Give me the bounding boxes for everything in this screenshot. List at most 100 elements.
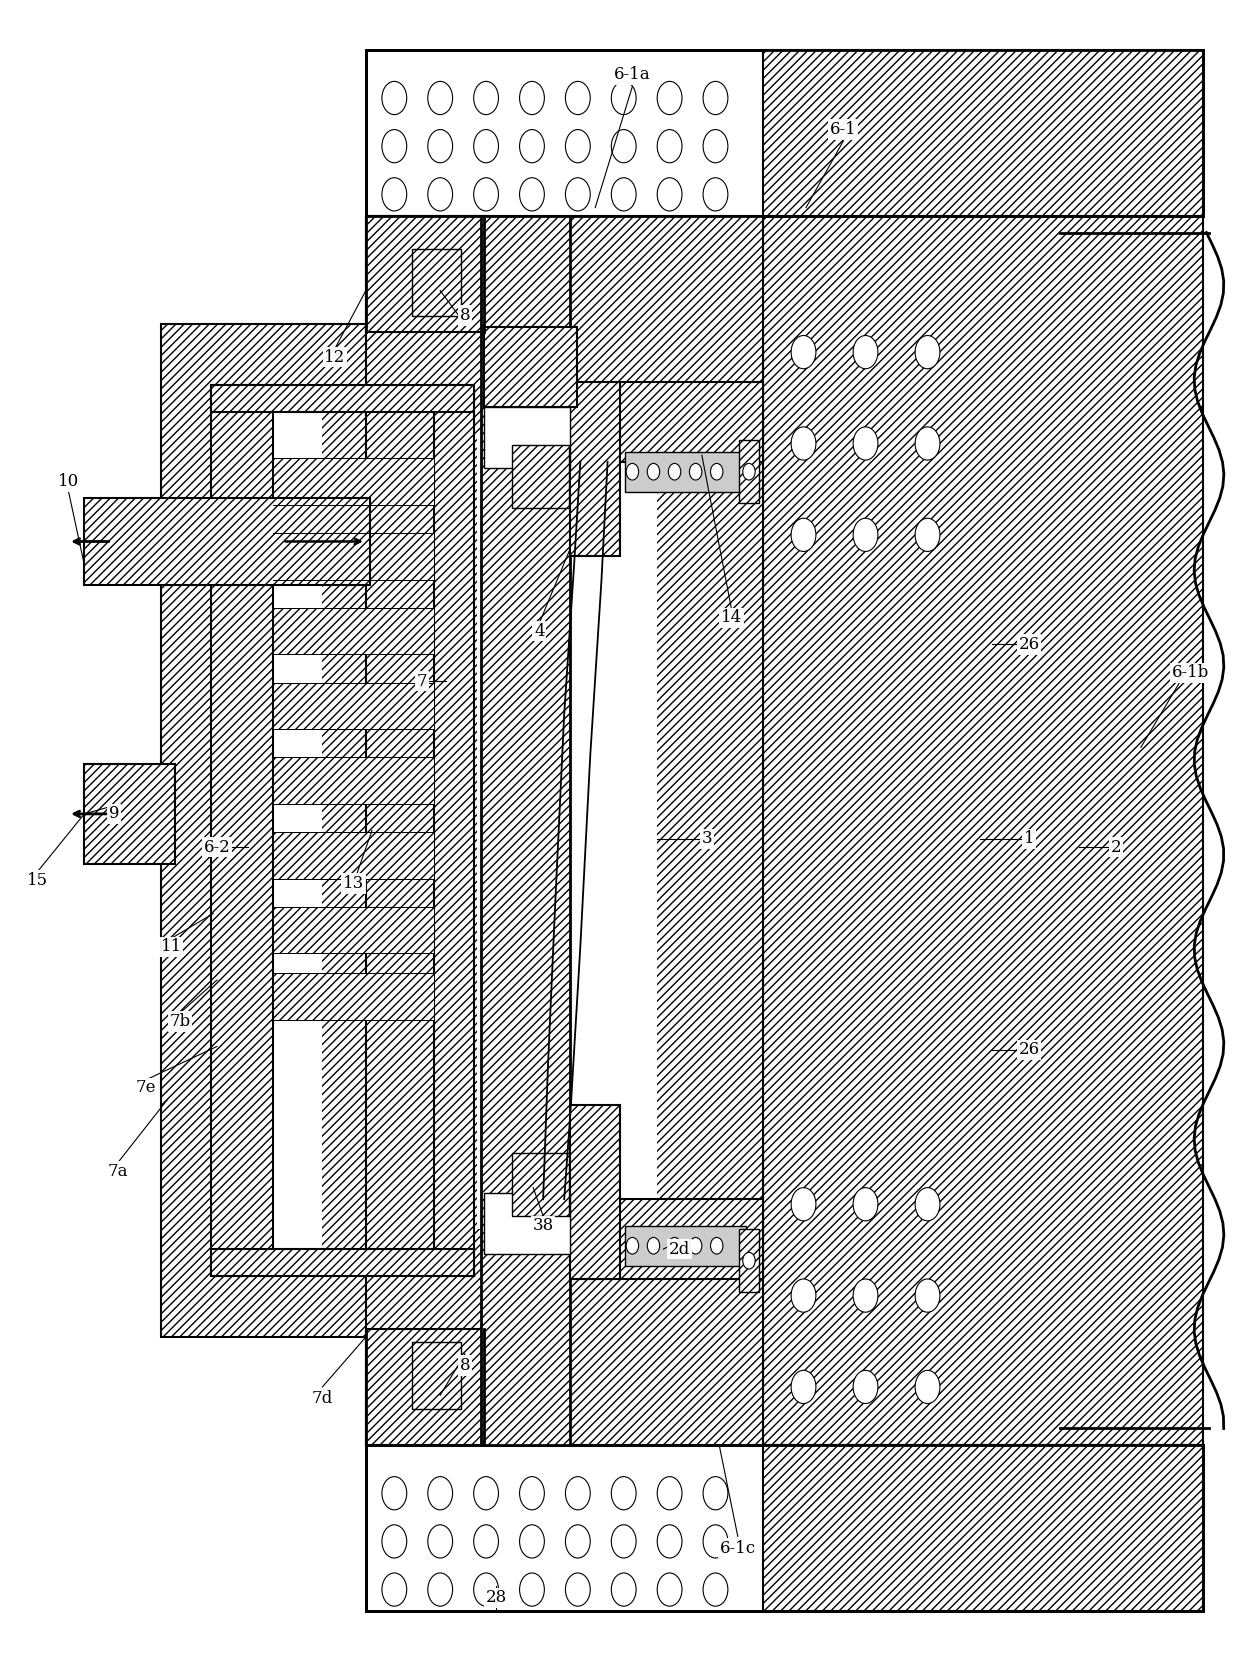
Text: 7e: 7e (136, 1080, 156, 1096)
Circle shape (474, 81, 498, 115)
Circle shape (689, 1237, 702, 1254)
Text: 38: 38 (532, 1218, 554, 1234)
Circle shape (657, 81, 682, 115)
Bar (763, 216, 1203, 1445)
Bar (366, 216, 763, 1445)
Circle shape (703, 178, 728, 211)
Circle shape (657, 1573, 682, 1606)
Circle shape (703, 1525, 728, 1558)
Bar (570, 382, 620, 556)
Bar (366, 1445, 1203, 1611)
Circle shape (428, 1573, 453, 1606)
Bar (570, 1199, 763, 1279)
Circle shape (791, 1370, 816, 1404)
Circle shape (853, 518, 878, 551)
Text: 28: 28 (485, 1590, 507, 1606)
Text: 6-2: 6-2 (203, 839, 231, 855)
Circle shape (428, 1477, 453, 1510)
Text: 7d: 7d (311, 1390, 334, 1407)
Circle shape (520, 81, 544, 115)
Bar (739, 440, 759, 503)
Circle shape (791, 1279, 816, 1312)
Circle shape (474, 130, 498, 163)
Circle shape (626, 463, 639, 480)
Bar (366, 1445, 1203, 1611)
Circle shape (382, 1525, 407, 1558)
Circle shape (611, 1477, 636, 1510)
Bar (366, 1445, 775, 1611)
Bar (484, 327, 577, 407)
Text: 9: 9 (109, 806, 119, 822)
Bar (434, 385, 474, 1276)
Bar (512, 445, 569, 508)
Bar (366, 50, 1203, 216)
Circle shape (915, 336, 940, 369)
Text: 6-1b: 6-1b (1172, 664, 1209, 681)
Bar (273, 757, 434, 804)
Circle shape (565, 1477, 590, 1510)
Circle shape (611, 81, 636, 115)
Text: 11: 11 (160, 938, 182, 955)
Bar (84, 498, 370, 585)
Circle shape (611, 1573, 636, 1606)
Circle shape (853, 1370, 878, 1404)
Bar (570, 1105, 620, 1279)
Bar (763, 1445, 1203, 1611)
Circle shape (657, 1477, 682, 1510)
Bar (211, 385, 273, 1276)
Text: 6-1: 6-1 (830, 121, 857, 138)
Circle shape (853, 336, 878, 369)
Circle shape (657, 1525, 682, 1558)
Circle shape (474, 1477, 498, 1510)
Circle shape (565, 1573, 590, 1606)
Circle shape (611, 130, 636, 163)
Circle shape (647, 1237, 660, 1254)
Circle shape (791, 427, 816, 460)
Circle shape (428, 81, 453, 115)
Circle shape (428, 130, 453, 163)
Circle shape (915, 1188, 940, 1221)
Circle shape (791, 1188, 816, 1221)
Bar (273, 608, 434, 654)
Circle shape (626, 1237, 639, 1254)
Circle shape (382, 1477, 407, 1510)
Circle shape (915, 427, 940, 460)
Circle shape (689, 463, 702, 480)
Bar (366, 50, 1203, 216)
Circle shape (915, 518, 940, 551)
Bar (484, 1193, 570, 1254)
Bar (739, 1229, 759, 1292)
Text: 8: 8 (460, 307, 470, 324)
Circle shape (520, 1477, 544, 1510)
Text: 6-1a: 6-1a (614, 66, 651, 83)
Bar (273, 533, 434, 580)
Circle shape (520, 1573, 544, 1606)
Circle shape (565, 1525, 590, 1558)
Bar (484, 407, 570, 468)
Circle shape (474, 178, 498, 211)
Bar (412, 249, 461, 316)
Circle shape (428, 178, 453, 211)
Bar (625, 1226, 746, 1266)
Bar (366, 216, 484, 332)
Circle shape (791, 518, 816, 551)
Circle shape (382, 130, 407, 163)
Bar (273, 458, 434, 505)
Text: 7a: 7a (108, 1163, 128, 1179)
Text: 3: 3 (702, 830, 712, 847)
Bar (412, 1342, 461, 1409)
Circle shape (565, 81, 590, 115)
Text: 2d: 2d (668, 1241, 691, 1257)
Circle shape (611, 178, 636, 211)
Circle shape (474, 1525, 498, 1558)
Bar (481, 216, 570, 1445)
Bar (512, 1153, 569, 1216)
Circle shape (703, 81, 728, 115)
Circle shape (853, 427, 878, 460)
Bar (273, 973, 434, 1020)
Bar (273, 907, 434, 953)
Circle shape (853, 1279, 878, 1312)
Circle shape (520, 130, 544, 163)
Circle shape (915, 1279, 940, 1312)
Bar (273, 832, 434, 879)
